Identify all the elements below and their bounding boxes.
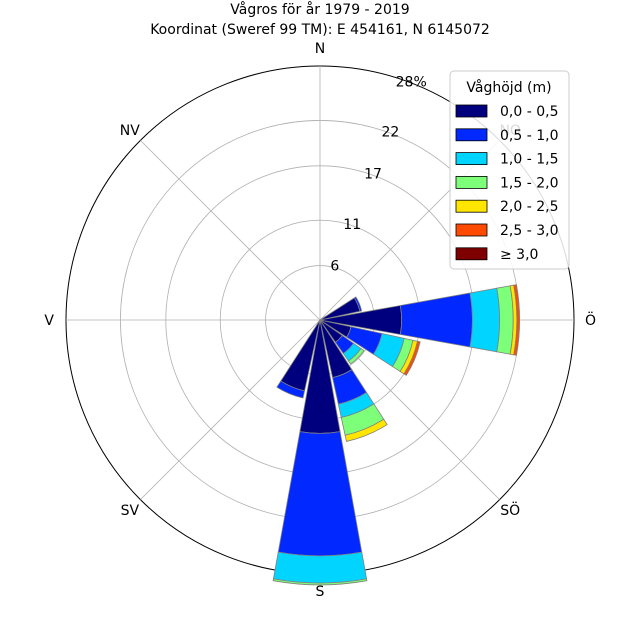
legend-label: 1,5 - 2,0 bbox=[500, 175, 558, 191]
legend-swatch bbox=[455, 199, 488, 213]
rose-bar-segment bbox=[469, 287, 501, 353]
legend-box bbox=[449, 70, 570, 270]
direction-label: S bbox=[316, 584, 325, 600]
rose-bar-segment bbox=[272, 578, 368, 586]
legend-swatch bbox=[455, 128, 488, 142]
direction-label: SÖ bbox=[500, 501, 520, 519]
chart-title-line1: Vågros för år 1979 - 2019 bbox=[230, 1, 409, 18]
grid-spoke bbox=[140, 140, 321, 321]
rose-bar-segment bbox=[272, 551, 368, 584]
chart-title-line2: Koordinat (Sweref 99 TM): E 454161, N 61… bbox=[150, 22, 490, 38]
rose-bar-segment bbox=[496, 285, 514, 355]
radial-tick-label: 28% bbox=[396, 74, 427, 90]
wave-bars bbox=[272, 284, 520, 586]
rose-bar-segment bbox=[344, 418, 388, 442]
direction-label: SV bbox=[121, 503, 140, 519]
grid-spoke bbox=[140, 319, 321, 500]
legend-label: 0,0 - 0,5 bbox=[500, 104, 558, 120]
legend: Våghöjd (m) 0,0 - 0,5 0,5 - 1,0 1,0 - 1,5 1,… bbox=[449, 70, 570, 270]
rose-bar-segment bbox=[403, 340, 421, 376]
direction-label: V bbox=[44, 313, 54, 329]
legend-swatch bbox=[455, 175, 488, 189]
rose-bar-segment bbox=[277, 431, 363, 557]
rose-bar-segment bbox=[276, 380, 306, 399]
legend-label: 1,0 - 1,5 bbox=[500, 152, 558, 168]
rose-bar-segment bbox=[513, 284, 520, 356]
legend-label: ≥ 3,0 bbox=[500, 247, 538, 263]
direction-label: N bbox=[315, 41, 325, 57]
direction-label: Ö bbox=[585, 311, 596, 329]
rose-bar-segment bbox=[347, 347, 365, 365]
legend-swatch bbox=[455, 104, 488, 118]
rose-bar-segment bbox=[399, 292, 473, 348]
radial-tick-label: 22 bbox=[381, 125, 399, 141]
rose-bar-segment bbox=[353, 296, 363, 312]
legend-swatch bbox=[455, 247, 488, 261]
legend-label: 0,5 - 1,0 bbox=[500, 128, 558, 144]
radial-tick-labels: 6 11 17 22 28% bbox=[330, 74, 426, 274]
radial-tick-label: 11 bbox=[343, 217, 361, 233]
legend-label: 2,5 - 3,0 bbox=[500, 223, 558, 239]
legend-swatch bbox=[455, 152, 488, 166]
direction-label: NV bbox=[120, 123, 140, 139]
radial-tick-label: 17 bbox=[364, 167, 382, 183]
legend-swatch bbox=[455, 223, 488, 237]
legend-label: 2,0 - 2,5 bbox=[500, 199, 558, 215]
radial-tick-label: 6 bbox=[330, 259, 339, 275]
legend-title: Våghöjd (m) bbox=[466, 79, 551, 96]
